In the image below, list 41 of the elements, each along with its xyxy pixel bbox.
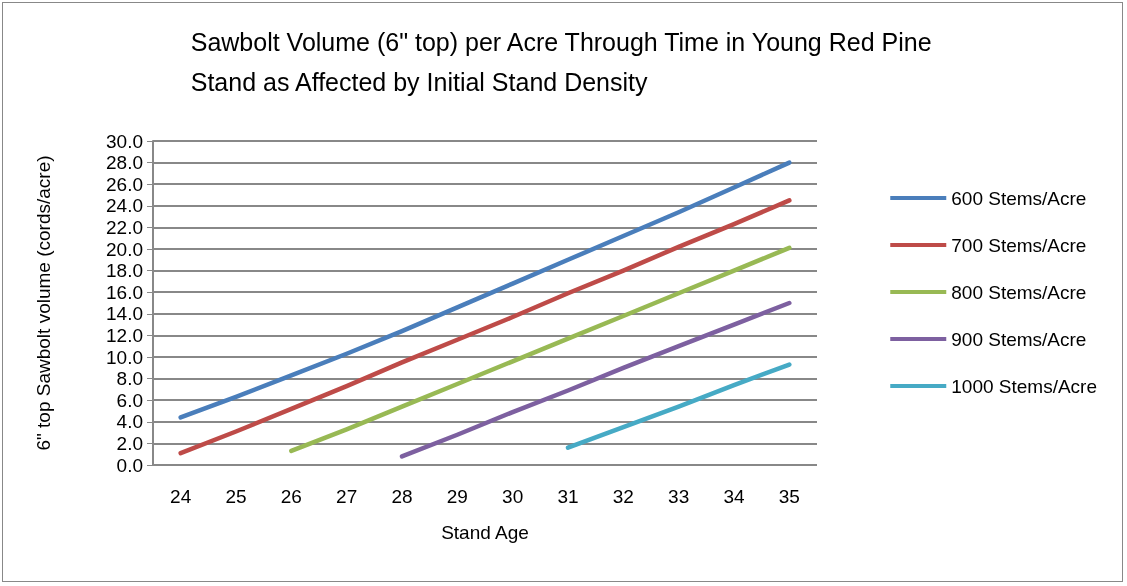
y-tick-label: 10.0: [106, 346, 143, 368]
chart-title: Sawbolt Volume (6" top) per Acre Through Time in Young Red Pine Stand as Affected by Initial Stand Density: [190, 28, 932, 96]
x-tick-label: 26: [280, 486, 302, 507]
legend-label: 600 Stems/Acre: [951, 187, 1087, 209]
y-tick-label: 16.0: [106, 281, 143, 303]
y-tick-label: 28.0: [106, 152, 143, 174]
x-tick-label: 30: [502, 486, 524, 507]
y-axis-title: 6" top Sawbolt volume (cords/acre): [33, 155, 54, 451]
y-tick-label: 2.0: [116, 432, 143, 454]
line-series: [178, 198, 792, 456]
line-series: [289, 245, 792, 454]
x-tick-label: 28: [391, 486, 413, 507]
legend-label: 800 Stems/Acre: [951, 281, 1087, 303]
x-axis-title: Stand Age: [441, 522, 529, 543]
x-tick-label: 34: [723, 486, 745, 507]
x-tick-label: 33: [668, 486, 690, 507]
y-tick-label: 24.0: [106, 195, 143, 217]
y-tick-label: 26.0: [106, 173, 143, 195]
x-tick-label: 31: [557, 486, 579, 507]
y-tick-label: 6.0: [116, 389, 143, 411]
x-tick-label: 27: [336, 486, 358, 507]
y-tick-label: 8.0: [116, 368, 143, 390]
legend-label: 1000 Stems/Acre: [951, 375, 1098, 397]
legend-label: 700 Stems/Acre: [951, 234, 1087, 256]
legend-label: 900 Stems/Acre: [951, 328, 1087, 350]
y-tick-label: 18.0: [106, 260, 143, 282]
line-series: [399, 300, 792, 459]
y-tick-label: 30.0: [106, 130, 143, 152]
y-tick-label: 14.0: [106, 303, 143, 325]
x-tick-label: 35: [778, 486, 800, 507]
y-tick-label: 22.0: [106, 216, 143, 238]
y-tick-label: 0.0: [116, 454, 143, 476]
x-tick-label: 24: [170, 486, 192, 507]
x-tick-label: 29: [446, 486, 468, 507]
line-series: [178, 160, 792, 420]
y-tick-label: 20.0: [106, 238, 143, 260]
x-tick-label: 32: [612, 486, 634, 507]
y-tick-label: 4.0: [116, 411, 143, 433]
line-series: [565, 362, 792, 450]
x-tick-label: 25: [225, 486, 247, 507]
y-tick-label: 12.0: [106, 324, 143, 346]
